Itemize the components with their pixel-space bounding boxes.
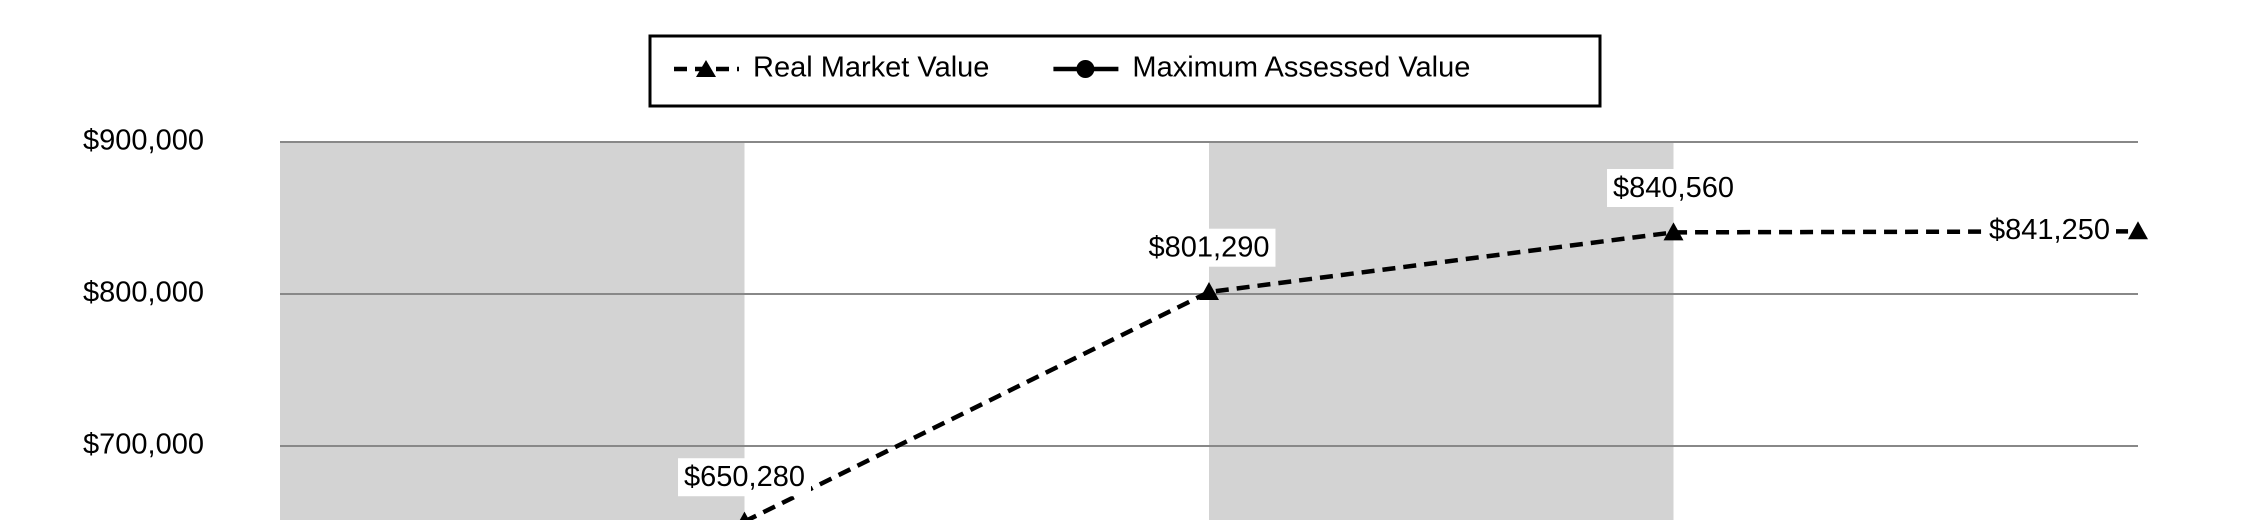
legend-label: Maximum Assessed Value (1132, 52, 1470, 84)
data-label-bg (1142, 228, 1276, 267)
y-tick-label: $900,000 (83, 125, 204, 157)
marker (2128, 221, 2148, 240)
band (280, 142, 745, 520)
legend: Real Market Value Maximum Assessed Value (674, 52, 1470, 84)
data-label-bg (1983, 210, 2116, 249)
data-label-bg (1607, 169, 1740, 208)
data-label: $801,290 (1149, 232, 1270, 264)
y-tick-label: $700,000 (83, 429, 204, 461)
series-line (743, 229, 2139, 520)
data-label-group: $841,250 (1983, 210, 2116, 249)
plot-background (280, 142, 1674, 520)
marker (739, 511, 750, 520)
legend-box (648, 34, 1602, 108)
legend-marker (696, 60, 716, 77)
band (1209, 142, 1674, 520)
legend-marker (1076, 60, 1095, 78)
y-tick-label: $800,000 (83, 277, 204, 309)
data-label-group: $840,560 (1607, 169, 1740, 208)
data-label-bg (678, 458, 811, 497)
marker (1663, 222, 1684, 241)
data-label-group: $801,290 (1142, 228, 1276, 267)
data-label: $841,250 (1989, 214, 2110, 246)
data-label-group: $650,280 (678, 458, 811, 497)
data-label: $650,280 (684, 461, 805, 493)
data-label: $840,560 (1613, 172, 1734, 204)
marker (1199, 282, 1219, 301)
legend-label: Real Market Value (753, 52, 989, 84)
